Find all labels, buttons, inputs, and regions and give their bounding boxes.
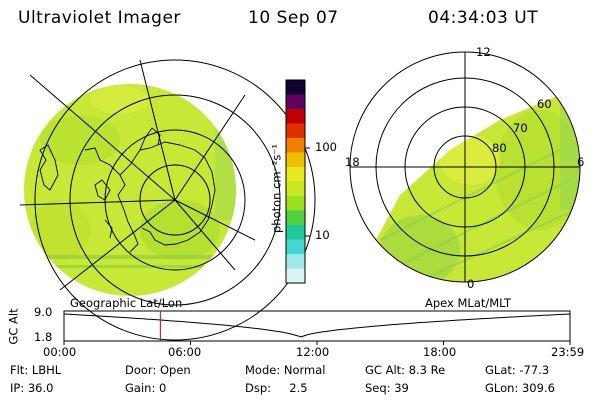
colorbar-segment (286, 181, 305, 197)
status-glon: GLon: 309.6 (485, 381, 555, 395)
colorbar (285, 79, 310, 284)
colorbar-segment (286, 123, 305, 139)
mlat-label-60: 60 (537, 97, 552, 111)
colorbar-segment (286, 109, 305, 124)
lat-circle (69, 94, 281, 306)
xtick-label-0: 00:00 (43, 345, 77, 359)
mlt-label-0: 0 (467, 277, 475, 291)
xtick-label-4: 23:59 (551, 345, 585, 359)
status-gain: Gain: 0 (125, 381, 167, 395)
date-label: 10 Sep 07 (248, 8, 339, 28)
meridian (174, 94, 246, 201)
status-flt: Flt: LBHL (10, 363, 62, 377)
meridian (139, 59, 176, 201)
status-gcalt: GC Alt: 8.3 Re (365, 363, 446, 377)
mlt-label-18: 18 (345, 155, 360, 169)
magnetic-map (349, 51, 581, 283)
colorbar-segment (286, 210, 305, 226)
left-projection-label: Geographic Lat/Lon (70, 296, 183, 310)
meridian (174, 199, 236, 271)
status-dsp: Dsp: 2.5 (245, 381, 308, 395)
mlat-label-70: 70 (513, 121, 528, 135)
colorbar-segment (286, 152, 305, 168)
status-seq: Seq: 39 (365, 381, 409, 395)
mlat-label-80: 80 (492, 141, 507, 155)
status-glat: GLat: -77.3 (485, 363, 550, 377)
mlt-label-12: 12 (476, 45, 491, 59)
colorbar-unit-label: photon cm⁻²s⁻¹ (269, 144, 284, 233)
status-ip: IP: 36.0 (10, 381, 54, 395)
right-projection-label: Apex MLat/MLT (425, 296, 512, 310)
colorbar-tick-10: 10 (315, 228, 330, 242)
xtick-label-1: 06:00 (168, 345, 202, 359)
colorbar-tick-100: 100 (315, 140, 337, 154)
mlt-label-6: 6 (577, 155, 585, 169)
colorbar-segment (286, 138, 305, 153)
altitude-curve (63, 313, 571, 338)
instrument-title: Ultraviolet Imager (18, 8, 181, 28)
meridian (29, 74, 176, 201)
meridian (19, 199, 176, 206)
colorbar-segment (286, 254, 305, 269)
geographic-map (19, 59, 316, 341)
colorbar-segment (286, 239, 305, 255)
xtick-label-2: 12:00 (296, 345, 330, 359)
altitude-ylabel: GC Alt (6, 308, 21, 345)
lat-circle (139, 164, 211, 236)
colorbar-segment (286, 196, 305, 211)
colorbar-segment (286, 225, 305, 240)
lat-circle (34, 59, 316, 341)
meridian (59, 199, 176, 291)
altitude-ytick-high: 9.0 (34, 305, 53, 319)
altitude-plot (63, 310, 571, 345)
altitude-ytick-low: 1.8 (34, 330, 53, 344)
colorbar-segment (286, 268, 305, 284)
coastline (39, 127, 216, 253)
xtick-label-3: 18:00 (423, 345, 457, 359)
time-label: 04:34:03 UT (428, 8, 539, 28)
status-mode: Mode: Normal (245, 363, 326, 377)
colorbar-segment (286, 167, 305, 182)
colorbar-segment (286, 80, 305, 95)
colorbar-segment (286, 94, 305, 110)
status-door: Door: Open (125, 363, 191, 377)
meridian (174, 199, 256, 241)
